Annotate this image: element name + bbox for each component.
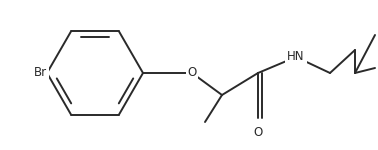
Text: Br: Br	[34, 66, 47, 80]
Text: O: O	[187, 66, 197, 80]
Text: O: O	[253, 126, 263, 139]
Text: HN: HN	[287, 51, 305, 63]
